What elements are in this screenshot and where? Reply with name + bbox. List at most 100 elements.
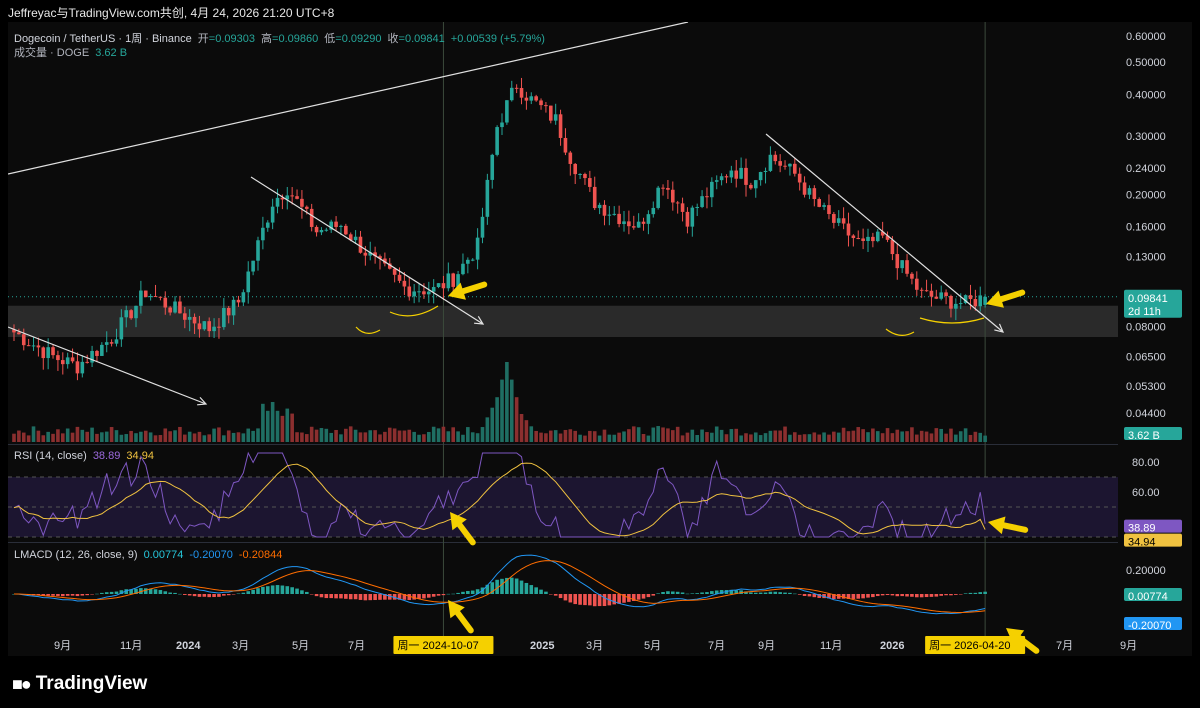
macd-histogram-bar (353, 594, 358, 600)
rsi-ma-line (13, 462, 986, 537)
macd-histogram-bar (841, 594, 846, 599)
candle-body (31, 345, 36, 347)
volume-bar (905, 431, 909, 442)
macd-histogram-bar (861, 594, 865, 599)
macd-histogram-bar (46, 594, 50, 596)
trend-arrowhead (474, 316, 485, 325)
candle-body (836, 218, 841, 223)
candle-body (500, 122, 504, 128)
symbol-label: Dogecoin / TetherUS · 1周 · Binance (14, 33, 192, 45)
macd-histogram-bar (768, 591, 773, 594)
candle-body (226, 307, 231, 316)
volume-bar (246, 428, 251, 442)
volume-bar (763, 433, 768, 442)
candle-body (607, 214, 612, 216)
low-label: 低 (324, 33, 336, 45)
high-label: 高 (261, 33, 273, 45)
macd-histogram-bar (529, 585, 534, 594)
volume-bar (578, 434, 582, 442)
macd-histogram-bar (109, 591, 114, 594)
volume-bar (168, 431, 172, 442)
macd-histogram-bar (505, 577, 509, 594)
volume-bar (675, 426, 680, 442)
time-tick-label: 9月 (758, 640, 775, 652)
macd-histogram-bar (553, 594, 558, 596)
macd-line (13, 554, 986, 615)
volume-value: 3.62 B (95, 47, 128, 59)
candle-body (334, 221, 338, 227)
macd-histogram-bar (890, 594, 895, 596)
macd-histogram-bar (446, 593, 451, 595)
candle-body (661, 187, 665, 189)
macd-histogram-bar (793, 593, 797, 595)
change-value: +0.00539 (+5.79%) (450, 33, 545, 45)
macd-histogram-bar (134, 588, 138, 594)
macd-signal-value: -0.20844 (238, 549, 283, 561)
macd-histogram-bar (631, 594, 636, 601)
volume-bar (807, 434, 812, 442)
volume-bar (856, 427, 861, 442)
rsi-value-badge-text: 38.89 (1128, 523, 1156, 535)
macd-histogram-bar (461, 591, 465, 594)
candle-body (134, 305, 138, 319)
rsi-label: RSI (14, close) (14, 450, 87, 462)
volume-bar (617, 432, 621, 442)
volume-bar (383, 431, 387, 442)
candle-body (724, 176, 729, 178)
volume-bar (280, 415, 285, 442)
candle-body (148, 296, 153, 298)
macd-histogram-bar (817, 594, 821, 598)
macd-histogram-bar (256, 588, 260, 594)
volume-bar (607, 434, 612, 442)
macd-histogram-bar (475, 589, 480, 594)
volume-bar (968, 434, 973, 442)
candle-body (36, 345, 41, 348)
volume-bar (690, 429, 695, 442)
macd-histogram-bar (807, 594, 812, 597)
volume-bar (212, 428, 216, 442)
macd-histogram-bar (85, 594, 89, 596)
macd-histogram-bar (719, 590, 724, 594)
candle-body (251, 260, 255, 272)
macd-histogram-bar (656, 593, 660, 594)
tradingview-logo[interactable]: ■● TradingView (12, 672, 147, 696)
macd-histogram-bar (158, 590, 163, 594)
macd-histogram-bar (783, 592, 787, 594)
volume-bar (183, 434, 187, 442)
macd-histogram-bar (466, 590, 470, 594)
time-tick-label: 2026 (880, 640, 904, 652)
macd-histogram-bar (363, 594, 368, 601)
volume-bar (407, 429, 412, 442)
volume-bar (314, 429, 319, 442)
candle-body (109, 342, 114, 344)
candle-body (509, 87, 514, 101)
macd-histogram-bar (241, 592, 246, 594)
candle-body (958, 303, 963, 305)
candle-body (475, 237, 480, 260)
candle-body (17, 332, 21, 335)
candle-body (236, 299, 241, 303)
macd-histogram-bar (56, 594, 60, 596)
volume-bar (470, 432, 475, 442)
candle-body (407, 286, 412, 297)
open-value: =0.09303 (208, 33, 255, 45)
time-tick-label: 11月 (120, 640, 142, 652)
bounce-curve (919, 317, 985, 324)
macd-histogram-bar (910, 594, 914, 597)
date-label-2026-04-20 (925, 636, 1026, 654)
macd-histogram-bar (690, 593, 695, 594)
callout-arrow-head (448, 600, 465, 619)
candle-body (910, 273, 914, 279)
macd-histogram-bar (358, 594, 363, 600)
macd-histogram-bar (173, 592, 177, 594)
volume-bar (422, 434, 426, 442)
candle-body (319, 229, 324, 233)
volume-bar (612, 434, 617, 442)
time-tick-label: 3月 (232, 640, 249, 652)
rsi-tick-label: 80.00 (1132, 457, 1160, 469)
candle-body (173, 301, 177, 313)
price-chart[interactable]: 0.60000 0.50000 0.40000 0.30000 0.24000 0.200… (8, 22, 1192, 656)
candle-body (924, 290, 929, 292)
candle-body (207, 321, 211, 332)
open-label: 开 (197, 33, 209, 45)
